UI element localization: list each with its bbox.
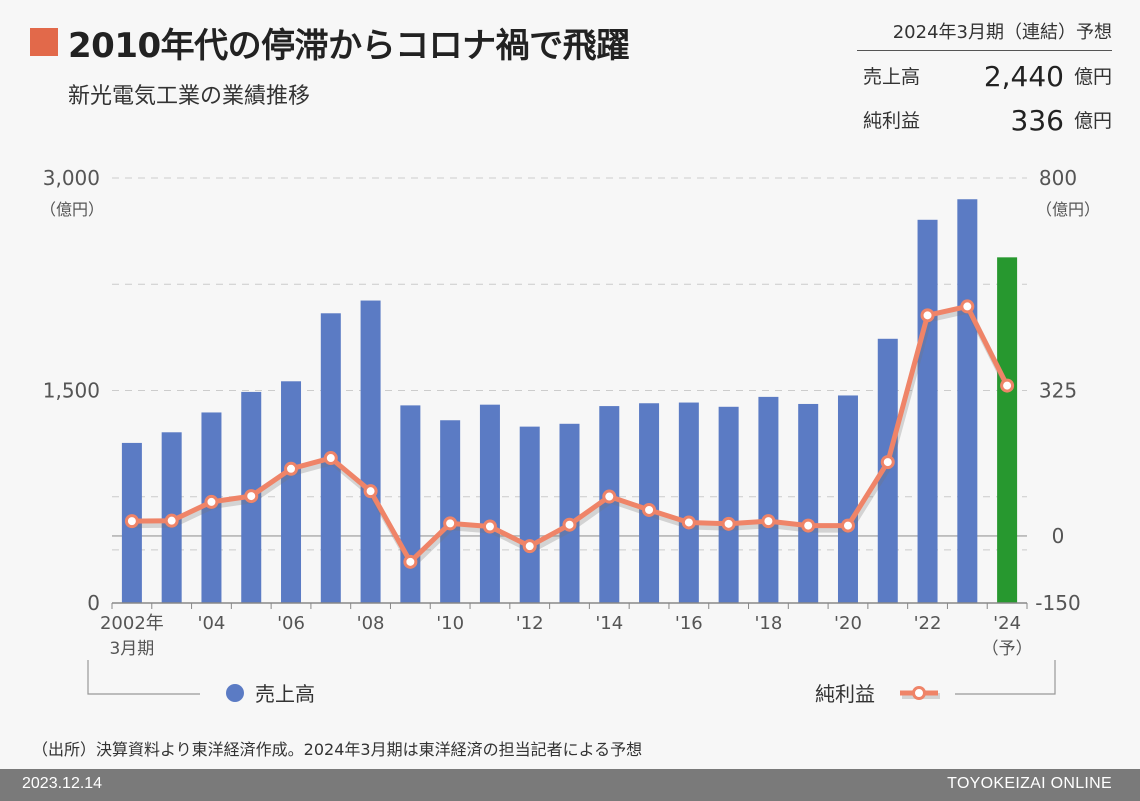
right-axis-label-800: 800	[1039, 166, 1077, 190]
left-axis-label-3000: 3,000	[43, 166, 100, 190]
right-axis-label-0: 0	[1052, 524, 1065, 548]
legend-bar-label: 売上高	[255, 682, 315, 706]
right-axis-label-325: 325	[1039, 379, 1077, 403]
point-profit-2022	[920, 308, 935, 323]
bar-sales-2009	[400, 405, 421, 603]
x-tick-label-2020: '20	[834, 613, 862, 634]
point-profit-2006	[284, 461, 299, 476]
bar-sales-2014	[599, 406, 620, 603]
point-profit-2004	[204, 494, 219, 509]
point-profit-2013	[562, 517, 577, 532]
x-tick-label-2012: '12	[516, 613, 544, 634]
bar-sales-2020	[837, 395, 858, 603]
legend-bracket-right	[955, 660, 1056, 695]
point-profit-2016	[681, 515, 696, 530]
point-profit-2021	[880, 455, 895, 470]
right-axis-unit: （億円）	[1036, 200, 1100, 219]
point-profit-2015	[642, 502, 657, 517]
source-note: （出所）決算資料より東洋経済作成。2024年3月期は東洋経済の担当記者による予想	[32, 740, 643, 759]
bar-sales-2008	[360, 300, 381, 603]
bar-sales-2013	[559, 423, 580, 603]
left-axis-label-1500: 1,500	[43, 379, 100, 403]
title-marker	[30, 28, 58, 56]
point-profit-2007	[323, 451, 338, 466]
point-profit-2024	[1000, 378, 1015, 393]
x-tick-label-2008: '08	[357, 613, 385, 634]
bar-sales-2012	[519, 426, 540, 603]
x-tick-label-2010: '10	[436, 613, 464, 634]
bar-sales-2021	[877, 338, 898, 603]
point-profit-2017	[721, 516, 736, 531]
forecast-heading: 2024年3月期（連結）予想	[857, 18, 1112, 51]
forecast-profit-unit: 億円	[1073, 110, 1112, 132]
bottom-bar: 2023.12.14 TOYOKEIZAI ONLINE	[0, 769, 1140, 801]
forecast-profit-label: 純利益	[863, 110, 921, 132]
point-profit-2003	[164, 513, 179, 528]
forecast-profit-value: 336	[1010, 104, 1064, 137]
right-axis-label--150: -150	[1035, 591, 1080, 615]
bar-sales-2010	[440, 420, 461, 603]
publish-date: 2023.12.14	[22, 775, 103, 792]
legend-bar-swatch	[226, 684, 244, 702]
forecast-sales-value: 2,440	[983, 60, 1064, 93]
bar-sales-2022	[917, 219, 938, 603]
x-tick-sublabel-2024: （予）	[982, 639, 1033, 659]
point-profit-2010	[443, 516, 458, 531]
forecast-sales-label: 売上高	[863, 66, 921, 88]
point-profit-2020	[840, 518, 855, 533]
point-profit-2018	[761, 514, 776, 529]
bar-sales-2024	[997, 257, 1018, 603]
bar-sales-2023	[957, 199, 978, 603]
x-tick-label-2004: '04	[198, 613, 226, 634]
bar-sales-2006	[281, 381, 302, 603]
bar-sales-2018	[758, 396, 779, 603]
chart-subtitle: 新光電気工業の業績推移	[68, 84, 311, 109]
brand-name: TOYOKEIZAI ONLINE	[947, 775, 1112, 792]
x-tick-label-2014: '14	[595, 613, 623, 634]
point-profit-2011	[482, 519, 497, 534]
forecast-sales-row: 売上高 2,440 億円	[857, 51, 1112, 95]
point-profit-2005	[244, 489, 259, 504]
forecast-profit-row: 純利益 336 億円	[857, 95, 1112, 139]
x-tick-label-2006: '06	[277, 613, 305, 634]
legend-bracket-left	[87, 660, 200, 695]
x-tick-sublabel-2002: 3月期	[109, 639, 154, 659]
point-profit-2012	[522, 539, 537, 554]
point-profit-2008	[363, 484, 378, 499]
point-profit-2009	[403, 554, 418, 569]
x-tick-label-2022: '22	[914, 613, 942, 634]
x-tick-label-2016: '16	[675, 613, 703, 634]
x-tick-label-2018: '18	[754, 613, 782, 634]
point-profit-2014	[602, 489, 617, 504]
chart-title: 2010年代の停滞からコロナ禍で飛躍	[68, 26, 630, 66]
left-axis-label-0: 0	[87, 591, 100, 615]
bar-sales-2017	[718, 406, 739, 603]
x-tick-label-2024: '24	[993, 613, 1021, 634]
forecast-sales-unit: 億円	[1073, 66, 1112, 88]
legend-line-marker	[912, 686, 926, 700]
point-profit-2002	[124, 514, 139, 529]
legend-line-label: 純利益	[815, 682, 875, 706]
x-tick-label-2002: 2002年	[100, 613, 164, 634]
bar-sales-2016	[678, 402, 699, 603]
bar-sales-2019	[798, 403, 819, 603]
point-profit-2023	[960, 299, 975, 314]
left-axis-unit: （億円）	[40, 200, 104, 219]
forecast-box: 2024年3月期（連結）予想 売上高 2,440 億円 純利益 336 億円	[857, 18, 1112, 139]
combo-chart: 0 1,500 3,000 （億円） -150 0 325 800 （億円） 2002年 3月期 '0…	[40, 166, 1100, 706]
bar-sales-2011	[479, 404, 500, 603]
point-profit-2019	[801, 518, 816, 533]
